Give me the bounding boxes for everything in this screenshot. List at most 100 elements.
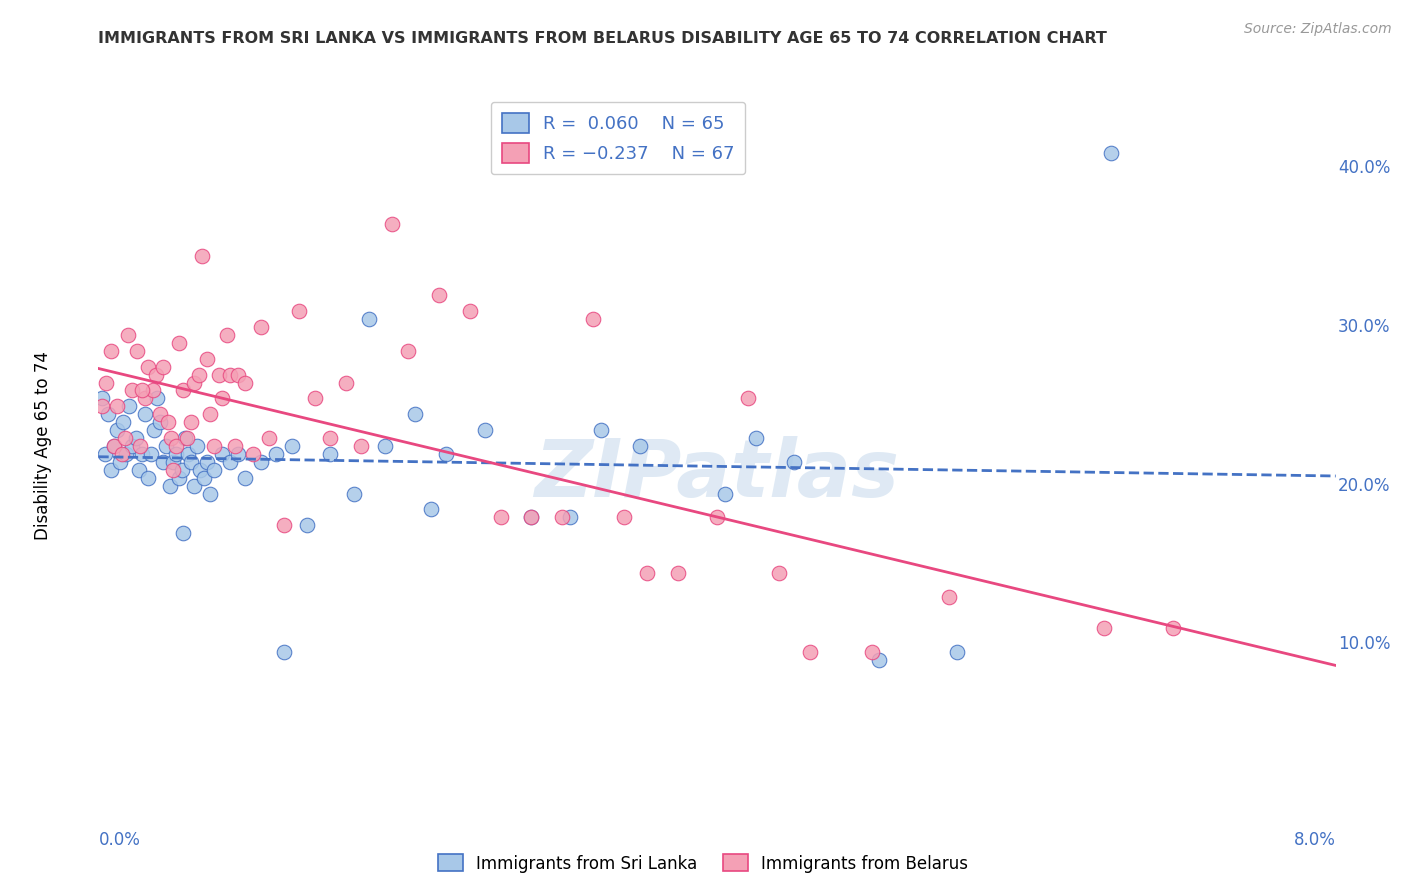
Point xyxy=(233,376,257,390)
Point xyxy=(297,518,319,533)
Text: 0.0%: 0.0% xyxy=(98,831,141,849)
Text: Source: ZipAtlas.com: Source: ZipAtlas.com xyxy=(1244,22,1392,37)
Point xyxy=(152,359,174,374)
Point xyxy=(264,447,288,461)
Point xyxy=(420,502,443,516)
Point xyxy=(183,478,205,492)
Point xyxy=(1099,145,1122,160)
Point xyxy=(183,376,205,390)
Point xyxy=(195,351,218,366)
Point xyxy=(215,328,238,343)
Point xyxy=(100,343,122,358)
Point xyxy=(613,510,636,524)
Point xyxy=(288,304,311,318)
Point xyxy=(706,510,728,524)
Text: IMMIGRANTS FROM SRI LANKA VS IMMIGRANTS FROM BELARUS DISABILITY AGE 65 TO 74 COR: IMMIGRANTS FROM SRI LANKA VS IMMIGRANTS … xyxy=(98,31,1108,46)
Point xyxy=(226,368,249,382)
Point xyxy=(520,510,543,524)
Point xyxy=(152,455,174,469)
Point xyxy=(474,423,496,437)
Point xyxy=(582,312,605,326)
Point xyxy=(945,645,967,659)
Point xyxy=(211,447,233,461)
Point xyxy=(162,463,184,477)
Text: 8.0%: 8.0% xyxy=(1294,831,1336,849)
Text: 40.0%: 40.0% xyxy=(1339,160,1391,178)
Point xyxy=(860,645,883,659)
Point xyxy=(118,400,141,414)
Text: 30.0%: 30.0% xyxy=(1339,318,1391,336)
Point xyxy=(250,320,273,334)
Point xyxy=(160,431,183,445)
Point xyxy=(374,439,396,453)
Point xyxy=(357,312,380,326)
Point xyxy=(127,343,149,358)
Point xyxy=(938,590,960,604)
Point xyxy=(208,368,231,382)
Point xyxy=(176,431,198,445)
Point xyxy=(162,455,184,469)
Point xyxy=(188,368,211,382)
Point xyxy=(381,217,404,231)
Point xyxy=(149,407,172,421)
Point xyxy=(105,423,128,437)
Point xyxy=(783,455,806,469)
Point xyxy=(250,455,273,469)
Point xyxy=(193,471,215,485)
Point xyxy=(195,455,218,469)
Point xyxy=(224,439,246,453)
Point xyxy=(167,335,190,350)
Point xyxy=(108,455,131,469)
Point xyxy=(489,510,512,524)
Point xyxy=(96,376,118,390)
Point xyxy=(100,463,122,477)
Point xyxy=(591,423,613,437)
Legend: R =  0.060    N = 65, R = −0.237    N = 67: R = 0.060 N = 65, R = −0.237 N = 67 xyxy=(491,102,745,174)
Point xyxy=(170,463,193,477)
Point xyxy=(112,415,135,429)
Point xyxy=(117,328,139,343)
Point xyxy=(129,439,152,453)
Point xyxy=(226,447,249,461)
Point xyxy=(134,392,156,406)
Point xyxy=(1092,621,1115,635)
Point xyxy=(167,471,190,485)
Point xyxy=(121,439,143,453)
Point xyxy=(103,439,125,453)
Point xyxy=(136,359,159,374)
Point xyxy=(198,486,221,500)
Point xyxy=(1161,621,1184,635)
Point xyxy=(628,439,651,453)
Text: 20.0%: 20.0% xyxy=(1339,476,1391,495)
Point xyxy=(768,566,790,580)
Point xyxy=(90,392,112,406)
Point xyxy=(174,431,197,445)
Point xyxy=(319,431,342,445)
Point xyxy=(157,415,180,429)
Point xyxy=(145,368,167,382)
Point xyxy=(319,447,342,461)
Point xyxy=(136,471,159,485)
Point xyxy=(131,447,153,461)
Point xyxy=(737,392,759,406)
Point xyxy=(560,510,582,524)
Point xyxy=(799,645,821,659)
Point xyxy=(666,566,689,580)
Text: ZIPatlas: ZIPatlas xyxy=(534,435,900,514)
Point xyxy=(551,510,574,524)
Legend: Immigrants from Sri Lanka, Immigrants from Belarus: Immigrants from Sri Lanka, Immigrants fr… xyxy=(432,847,974,880)
Point xyxy=(273,518,295,533)
Point xyxy=(204,439,226,453)
Point xyxy=(180,455,202,469)
Point xyxy=(165,447,187,461)
Point xyxy=(134,407,156,421)
Point xyxy=(93,447,115,461)
Point xyxy=(115,447,138,461)
Point xyxy=(191,249,214,263)
Point xyxy=(304,392,326,406)
Point xyxy=(636,566,658,580)
Point xyxy=(177,447,200,461)
Point xyxy=(139,447,162,461)
Point xyxy=(141,384,165,398)
Point xyxy=(103,439,125,453)
